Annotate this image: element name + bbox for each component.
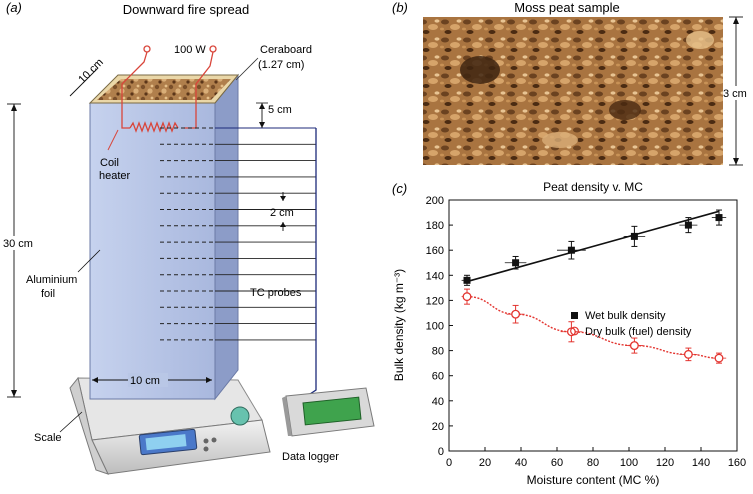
coil-label-2: heater [99, 170, 131, 182]
y-tick-label: 20 [432, 421, 444, 433]
panel-b-title: Moss peat sample [514, 0, 620, 15]
legend-marker-wet [571, 312, 578, 319]
data-point [462, 292, 472, 302]
x-tick-label: 100 [620, 457, 638, 469]
y-tick-label: 180 [426, 220, 444, 232]
x-tick-label: 120 [656, 457, 674, 469]
coil-label-1: Coil [100, 157, 119, 169]
column-side [214, 73, 239, 401]
photo-scale-label: 3 cm [723, 88, 747, 100]
foil-leader [77, 249, 101, 273]
x-axis-label: Moisture content (MC %) [527, 473, 660, 487]
series-dry [461, 288, 727, 364]
tc-probes-label: TC probes [250, 287, 302, 299]
data-point [684, 221, 692, 229]
y-tick-label: 40 [432, 396, 444, 408]
chart-title: Peat density v. MC [543, 180, 643, 194]
data-point [463, 276, 471, 284]
chart-series [461, 209, 727, 364]
y-axis-label: Bulk density (kg m⁻³) [392, 269, 406, 381]
panel-a-label: (a) [6, 0, 22, 15]
foil-label-1: Aluminium [26, 274, 77, 286]
coil-leader [107, 129, 119, 151]
y-tick-label: 60 [432, 371, 444, 383]
y-tick-label: 0 [438, 446, 444, 458]
legend-dry: Dry bulk (fuel) density [585, 326, 692, 338]
ceraboard-label: Ceraboard [260, 44, 312, 56]
data-point [567, 246, 575, 254]
peat-surface [97, 79, 231, 100]
data-point [715, 214, 723, 222]
ceraboard-thickness-label: (1.27 cm) [258, 59, 304, 71]
two-cm-label: 2 cm [270, 207, 294, 219]
y-tick-label: 200 [426, 195, 444, 207]
data-point [511, 309, 521, 319]
data-point [683, 349, 693, 359]
height-label: 30 cm [3, 238, 33, 250]
x-axis: 0 20 40 60 80 100 120 140 160 [446, 447, 746, 469]
scale-pad [230, 406, 250, 426]
x-tick-label: 80 [587, 457, 599, 469]
y-tick-label: 120 [426, 295, 444, 307]
ceraboard-leader [235, 57, 259, 81]
data-logger [282, 387, 375, 437]
legend-marker-dry [570, 326, 579, 336]
x-tick-label: 20 [479, 457, 491, 469]
x-tick-label: 40 [515, 457, 527, 469]
data-logger-label: Data logger [282, 451, 339, 463]
legend-wet: Wet bulk density [585, 310, 666, 322]
logger-wire [309, 128, 317, 395]
data-point [630, 232, 638, 240]
y-axis: 0 20 40 60 80 100 120 140 160 180 200 [426, 195, 453, 458]
top-width-line [69, 67, 99, 97]
legend: Wet bulk density Dry bulk (fuel) density [570, 310, 692, 338]
error-bar [679, 217, 698, 234]
data-point [714, 353, 724, 363]
five-cm-label: 5 cm [268, 104, 292, 116]
bottom-width-label: 10 cm [130, 375, 160, 387]
y-tick-label: 100 [426, 321, 444, 333]
panel-a-title: Downward fire spread [123, 2, 249, 17]
foil-label-2: foil [41, 288, 55, 300]
power-label: 100 W [174, 44, 206, 56]
trend-line [466, 210, 720, 283]
panel-b: (b) Moss peat sample 3 cm [392, 0, 753, 166]
scale-label: Scale [34, 432, 62, 444]
y-tick-label: 160 [426, 245, 444, 257]
column-front [89, 102, 216, 400]
tc-probes [160, 127, 316, 341]
data-point [512, 259, 520, 267]
panel-c-label: (c) [392, 181, 407, 196]
x-tick-label: 0 [446, 457, 452, 469]
x-tick-label: 140 [692, 457, 710, 469]
panel-b-label: (b) [392, 0, 408, 15]
x-tick-label: 160 [728, 457, 746, 469]
y-tick-label: 80 [432, 346, 444, 358]
series-wet [461, 209, 727, 286]
panel-c: (c) Peat density v. MC 0 20 40 60 80 100 120 14… [392, 180, 746, 487]
x-tick-label: 60 [551, 457, 563, 469]
panel-a: (a) Downward fire spread [2, 0, 375, 475]
scale-leader [59, 411, 83, 433]
top-width-label: 10 cm [76, 56, 106, 86]
data-point [629, 341, 639, 351]
y-tick-label: 140 [426, 270, 444, 282]
